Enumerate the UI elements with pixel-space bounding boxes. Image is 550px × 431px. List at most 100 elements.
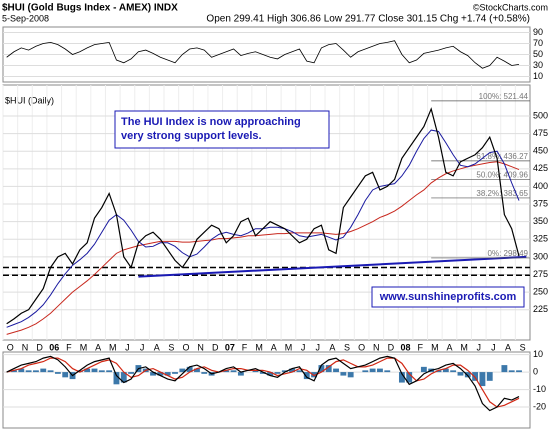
- histogram-bar: [194, 368, 200, 373]
- histogram-bar: [420, 366, 427, 373]
- x-tick-label: D: [388, 342, 395, 352]
- histogram-bar: [384, 370, 391, 373]
- histogram-bar: [311, 372, 318, 378]
- y-tick-label: 10: [533, 349, 543, 359]
- histogram-bar: [435, 370, 442, 373]
- y-tick-label: -20: [533, 401, 546, 411]
- x-tick-label: A: [271, 342, 277, 352]
- x-tick-label: J: [301, 342, 306, 352]
- histogram-bar: [340, 372, 347, 376]
- date: 5-Sep-2008: [2, 13, 49, 23]
- histogram-bar: [333, 368, 339, 373]
- y-tick-label: 500: [533, 110, 548, 120]
- x-tick-label: M: [255, 342, 263, 352]
- histogram-bar: [47, 370, 54, 373]
- histogram-bar: [318, 365, 325, 373]
- x-tick-label: N: [373, 342, 380, 352]
- histogram-bar: [25, 370, 32, 373]
- histogram-bar: [98, 370, 105, 373]
- fib-label: 50.0%: 409.96: [476, 171, 528, 180]
- x-tick-label: M: [80, 342, 88, 352]
- histogram-bar: [369, 368, 376, 373]
- y-tick-label: 225: [533, 304, 548, 314]
- x-tick-label: J: [140, 342, 145, 352]
- x-tick-label: J: [125, 342, 130, 352]
- histogram-bar: [172, 372, 178, 374]
- y-tick-label: 90: [533, 27, 543, 37]
- x-tick-label: N: [22, 342, 29, 352]
- histogram-bar: [76, 370, 83, 373]
- histogram-bar: [259, 372, 266, 374]
- quote: Open 299.41 High 306.86 Low 291.77 Close…: [206, 14, 530, 25]
- histogram-bar: [457, 372, 464, 376]
- x-tick-label: A: [95, 342, 101, 352]
- histogram-bar: [18, 368, 25, 373]
- x-tick-label: A: [154, 342, 160, 352]
- y-tick-label: 0: [533, 366, 538, 376]
- x-tick-label: J: [477, 342, 482, 352]
- fib-label: 100%: 521.44: [479, 92, 529, 101]
- x-tick-label: N: [197, 342, 204, 352]
- x-tick-label: F: [242, 342, 248, 352]
- histogram-bar: [11, 370, 17, 373]
- x-tick-label: O: [358, 342, 365, 352]
- panel-label: $HUI (Daily): [5, 95, 54, 105]
- histogram-bar: [501, 365, 508, 373]
- x-tick-label: D: [212, 342, 219, 352]
- y-tick-label: 475: [533, 128, 548, 138]
- histogram-bar: [472, 372, 479, 381]
- annotation: The HUI Index is now approaching: [121, 116, 301, 128]
- histogram-bar: [230, 370, 237, 373]
- x-tick-label: A: [505, 342, 511, 352]
- histogram-bar: [54, 372, 61, 374]
- y-tick-label: 70: [533, 38, 543, 48]
- y-tick-label: 30: [533, 60, 543, 70]
- histogram-bar: [281, 370, 288, 373]
- histogram-bar: [33, 370, 39, 373]
- y-tick-label: 10: [533, 71, 543, 81]
- source: ©StockCharts.com: [473, 2, 548, 12]
- x-tick-label: S: [344, 342, 350, 352]
- histogram-bar: [40, 368, 47, 373]
- y-tick-label: 300: [533, 251, 548, 261]
- histogram-bar: [157, 372, 164, 376]
- website-box: [371, 286, 525, 308]
- histogram-bar: [164, 372, 171, 376]
- histogram-bar: [406, 372, 413, 383]
- histogram-bar: [450, 370, 457, 373]
- histogram-bar: [128, 372, 135, 374]
- histogram-bar: [91, 368, 98, 373]
- x-tick-label: M: [460, 342, 468, 352]
- website: www.sunshineprofits.com: [379, 291, 517, 303]
- histogram-bar: [303, 372, 310, 380]
- moving-average: [6, 161, 520, 335]
- x-tick-label: A: [446, 342, 452, 352]
- y-tick-label: 375: [533, 198, 548, 208]
- y-tick-label: 425: [533, 163, 548, 173]
- x-tick-label: S: [168, 342, 174, 352]
- x-tick-label: F: [417, 342, 423, 352]
- histogram-bar: [296, 370, 303, 373]
- macd-line: [6, 355, 520, 412]
- x-tick-label: M: [285, 342, 293, 352]
- histogram-bar: [486, 372, 493, 381]
- histogram-bar: [516, 370, 522, 373]
- histogram-bar: [362, 370, 369, 373]
- histogram-bar: [508, 370, 515, 373]
- histogram-bar: [347, 372, 354, 378]
- x-tick-label: F: [66, 342, 72, 352]
- histogram-bar: [186, 366, 193, 373]
- histogram-bar: [479, 372, 486, 387]
- chart-title: $HUI (Gold Bugs Index - AMEX) INDX: [2, 3, 178, 14]
- x-tick-label: D: [36, 342, 43, 352]
- y-tick-label: 275: [533, 269, 548, 279]
- x-tick-label: J: [315, 342, 320, 352]
- histogram-bar: [120, 372, 127, 383]
- fib-label: 38.2%: 383.65: [476, 189, 528, 198]
- y-tick-label: 250: [533, 286, 548, 296]
- rsi-line: [6, 40, 520, 69]
- y-tick-label: 450: [533, 146, 548, 156]
- histogram-bar: [84, 368, 91, 373]
- macd-line: [6, 357, 520, 408]
